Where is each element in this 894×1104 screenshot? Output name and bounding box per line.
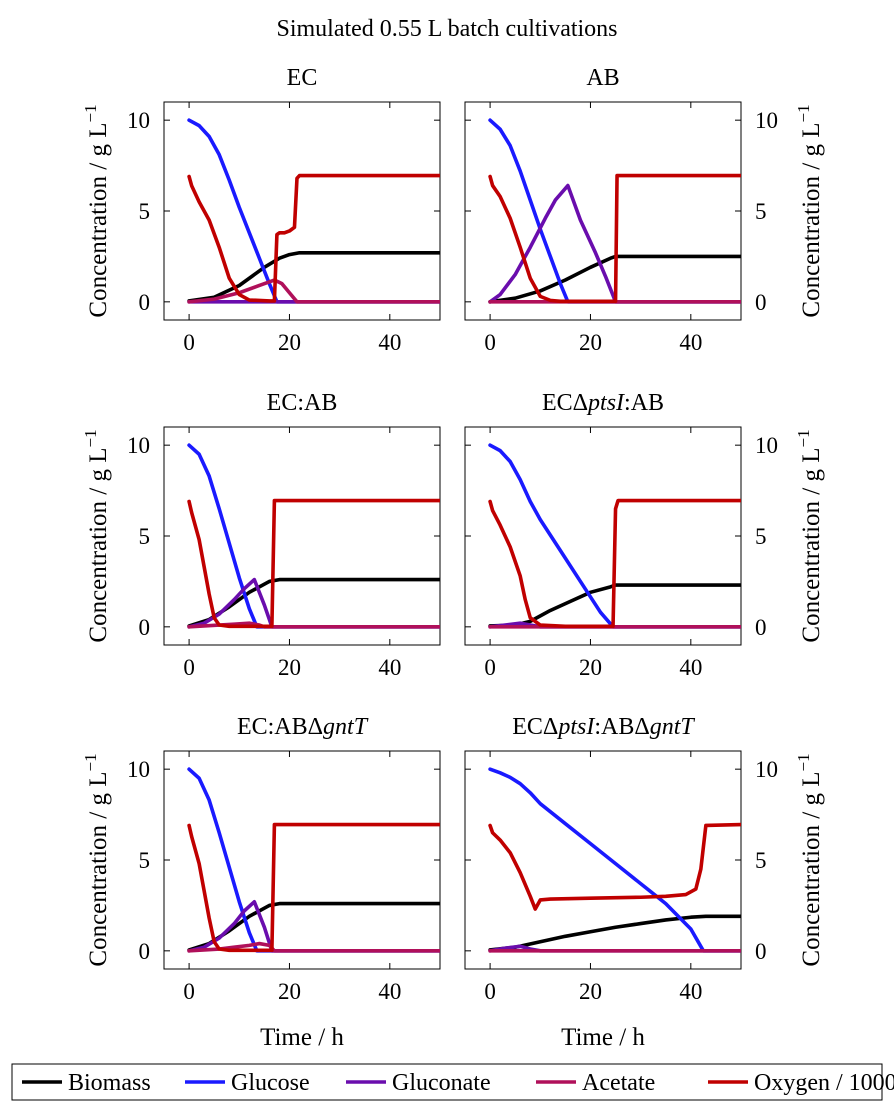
x-tick-label: 0 xyxy=(484,330,496,355)
series-line-glucose xyxy=(187,767,440,953)
x-tick-label: 40 xyxy=(378,655,401,680)
plot-frame xyxy=(464,750,742,970)
panel-title: EC xyxy=(287,65,318,91)
series-line-oxygen-1000 xyxy=(187,822,440,953)
y-tick-label: 10 xyxy=(755,433,778,458)
x-axis-label: Time / h xyxy=(561,1024,645,1051)
x-tick-label: 0 xyxy=(183,330,195,355)
y-axis-label: Concentration / g L−1 xyxy=(81,104,112,317)
series-line-biomass xyxy=(187,577,440,628)
y-axis-label: Concentration / g L−1 xyxy=(794,429,825,642)
series-line-biomass xyxy=(187,901,440,952)
y-tick-label: 10 xyxy=(127,433,150,458)
panel-ec-ab: EC:AB 0 20 40 0 5 10 Concentration / g L−1 xyxy=(81,390,441,680)
series-line-biomass xyxy=(187,250,440,303)
series-line-gluconate xyxy=(488,183,741,304)
y-tick-label: 5 xyxy=(755,199,767,224)
y-tick-label: 0 xyxy=(755,939,767,964)
panel-ec-ptsi-ab: ECΔptsI:AB 0 20 40 0 5 10 Concentration / g L−1 xyxy=(464,390,825,680)
series-line-biomass xyxy=(488,914,741,952)
x-tick-label: 0 xyxy=(183,979,195,1004)
x-tick-label: 20 xyxy=(278,330,301,355)
panel-title: EC:ABΔgntT xyxy=(237,714,369,740)
series-line-glucose xyxy=(187,118,440,304)
y-tick-label: 10 xyxy=(127,108,150,133)
legend-entry-acetate: Acetate xyxy=(536,1070,655,1096)
x-tick-label: 20 xyxy=(579,330,602,355)
legend-label: Biomass xyxy=(68,1070,151,1096)
y-tick-label: 0 xyxy=(755,290,767,315)
y-tick-label: 5 xyxy=(755,524,767,549)
panel-title: AB xyxy=(586,65,619,91)
series-line-oxygen-1000 xyxy=(187,498,440,629)
x-tick-label: 20 xyxy=(579,655,602,680)
series-line-glucose xyxy=(488,767,741,953)
panel-ec-ab-gntt: EC:ABΔgntT 0 20 40 0 5 10 Concentration / g L−1… xyxy=(81,714,441,1051)
x-axis-label: Time / h xyxy=(260,1024,344,1051)
series-line-oxygen-1000 xyxy=(488,822,741,911)
x-tick-label: 0 xyxy=(183,655,195,680)
y-tick-label: 0 xyxy=(755,615,767,640)
x-tick-label: 40 xyxy=(679,655,702,680)
x-tick-label: 40 xyxy=(679,979,702,1004)
legend-label: Oxygen / 1000 xyxy=(754,1070,894,1096)
x-tick-label: 40 xyxy=(378,330,401,355)
legend-label: Gluconate xyxy=(392,1070,491,1096)
x-tick-label: 40 xyxy=(679,330,702,355)
y-tick-label: 0 xyxy=(139,290,151,315)
series-line-gluconate xyxy=(187,577,440,629)
x-tick-label: 20 xyxy=(278,979,301,1004)
y-tick-label: 10 xyxy=(127,757,150,782)
y-tick-label: 5 xyxy=(139,199,151,224)
series-line-oxygen-1000 xyxy=(488,498,741,629)
series-line-glucose xyxy=(488,443,741,629)
y-tick-label: 0 xyxy=(139,615,151,640)
x-tick-label: 20 xyxy=(278,655,301,680)
legend-entry-oxygen-1000: Oxygen / 1000 xyxy=(708,1070,894,1096)
legend: Biomass Glucose Gluconate Acetate Oxygen / 1… xyxy=(11,1063,894,1101)
y-tick-label: 5 xyxy=(139,848,151,873)
y-axis-label: Concentration / g L−1 xyxy=(794,753,825,966)
panel-ec-ptsi-ab-gntt: ECΔptsI:ABΔgntT 0 20 40 0 5 10 Concentration / … xyxy=(464,714,825,1051)
y-axis-label: Concentration / g L−1 xyxy=(81,429,112,642)
y-tick-label: 0 xyxy=(139,939,151,964)
y-tick-label: 5 xyxy=(755,848,767,873)
plot-frame xyxy=(163,426,441,646)
figure-title: Simulated 0.55 L batch cultivations xyxy=(276,16,617,42)
legend-entry-biomass: Biomass xyxy=(22,1070,151,1096)
series-line-glucose xyxy=(187,443,440,629)
plot-frame xyxy=(163,750,441,970)
y-axis-label: Concentration / g L−1 xyxy=(81,753,112,966)
panel-title: EC:AB xyxy=(267,390,338,416)
legend-label: Acetate xyxy=(582,1070,655,1096)
y-axis-label: Concentration / g L−1 xyxy=(794,104,825,317)
panel-ec: EC 0 20 40 0 5 10 Concentration / g L−1 xyxy=(81,65,441,355)
x-tick-label: 20 xyxy=(579,979,602,1004)
y-tick-label: 5 xyxy=(139,524,151,549)
legend-entry-gluconate: Gluconate xyxy=(346,1070,491,1096)
panel-title: ECΔptsI:ABΔgntT xyxy=(512,714,695,740)
y-tick-label: 10 xyxy=(755,108,778,133)
series-line-glucose xyxy=(488,118,741,304)
x-tick-label: 0 xyxy=(484,655,496,680)
series-line-gluconate xyxy=(187,899,440,953)
legend-entry-glucose: Glucose xyxy=(185,1070,310,1096)
legend-label: Glucose xyxy=(231,1070,310,1096)
y-tick-label: 10 xyxy=(755,757,778,782)
series-line-oxygen-1000 xyxy=(488,173,741,304)
x-tick-label: 40 xyxy=(378,979,401,1004)
panel-title: ECΔptsI:AB xyxy=(542,390,664,416)
x-tick-label: 0 xyxy=(484,979,496,1004)
series-line-oxygen-1000 xyxy=(187,173,440,303)
panels: EC 0 20 40 0 5 10 Concentration / g L−1 AB 0 20 40 0… xyxy=(81,65,825,1051)
panel-ab: AB 0 20 40 0 5 10 Concentration / g L−1 xyxy=(464,65,825,355)
